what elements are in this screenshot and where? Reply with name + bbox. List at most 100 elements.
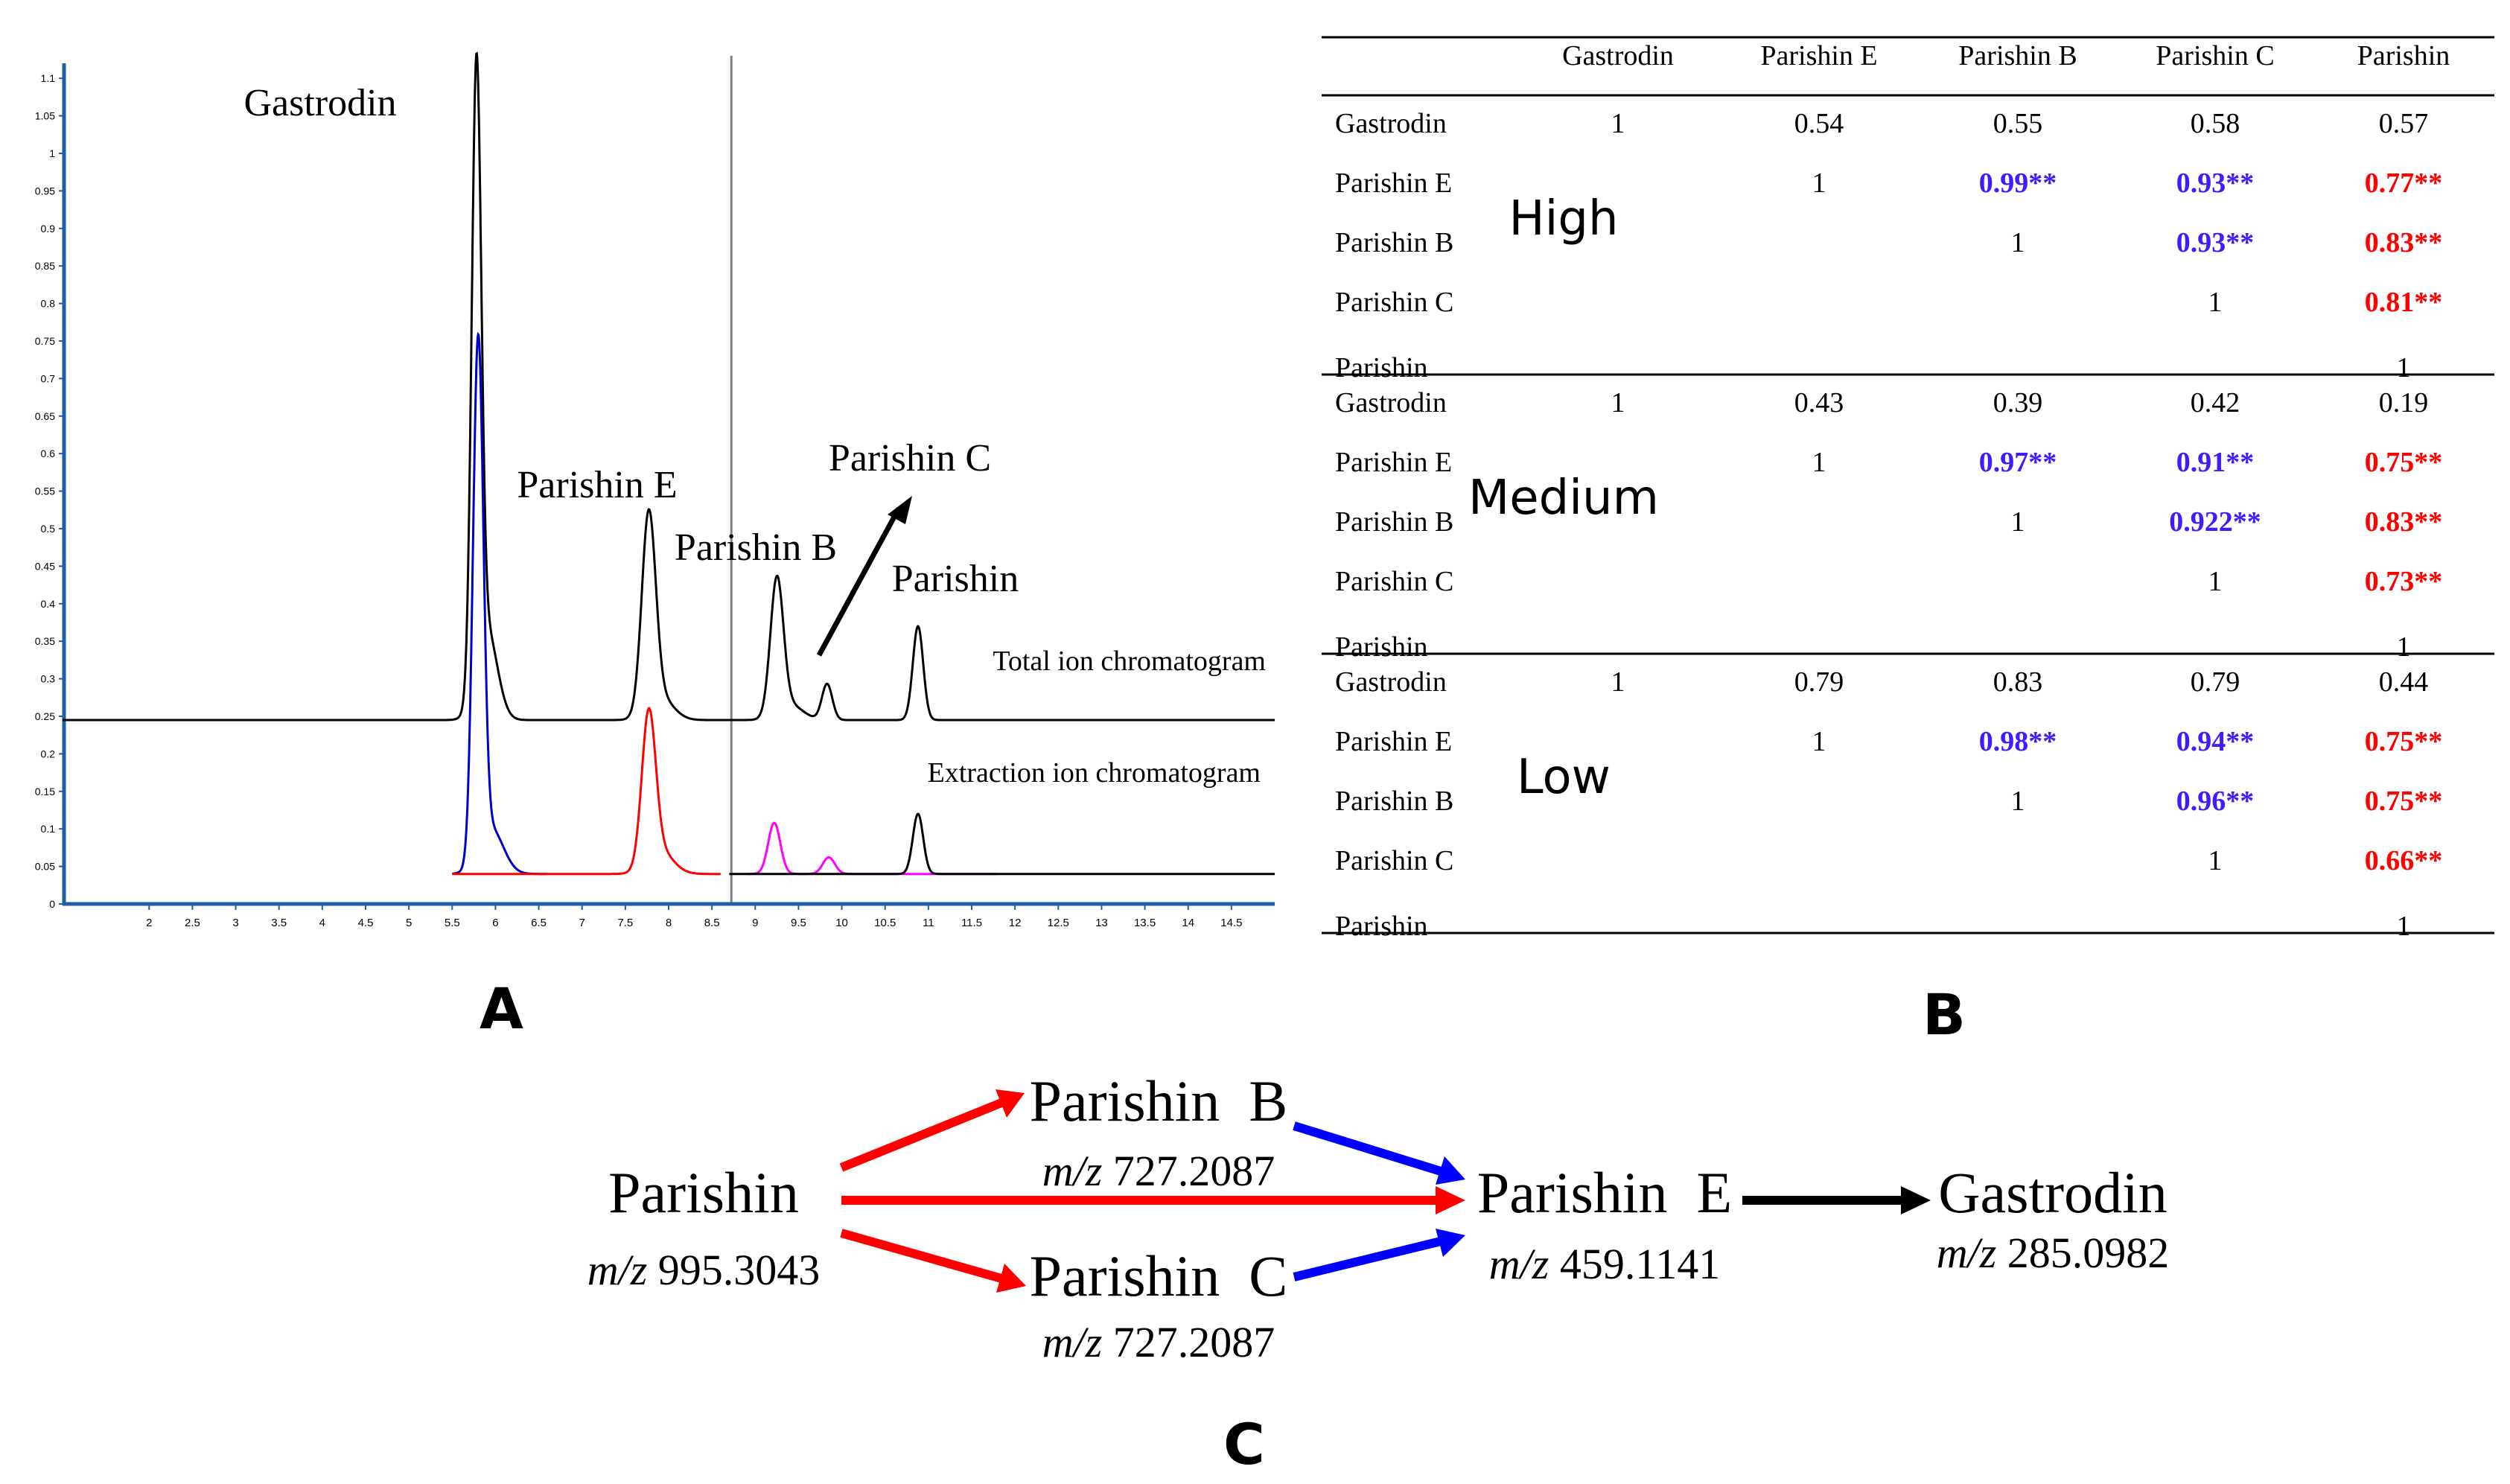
x-tick-label: 6 [492,917,498,929]
x-tick-label: 11 [923,917,934,929]
y-tick-label: 0.55 [35,485,55,497]
arrowhead-c-to-e [1436,1229,1465,1257]
node-parishin-c-mz: m/z 727.2087 [1042,1318,1275,1366]
y-tick-label: 0.6 [41,448,56,459]
table-cell: 0.75** [2365,786,2443,817]
table-row-label: Parishin C [1335,287,1453,318]
arrowhead-parishin-to-c [996,1264,1026,1293]
x-tick-label: 14.5 [1220,917,1242,929]
arrow-b-to-e [1293,1121,1442,1176]
table-cell: 0.99** [1979,168,2057,199]
y-tick-label: 0 [49,898,55,910]
table-cell: 1 [1812,726,1826,757]
y-tick-label: 0.05 [35,861,55,873]
arrowhead-b-to-e [1436,1156,1465,1185]
y-tick-label: 0.2 [41,748,56,759]
x-tick-label: 9.5 [791,917,806,929]
mz-label: m/z [1937,1229,1997,1277]
peak-label-parishin: Parishin [892,558,1019,600]
table-cell: 0.39 [1993,387,2043,418]
chrom-vline [730,56,733,904]
table-cell: 0.44 [2379,666,2429,698]
x-tick-label: 5 [406,917,412,929]
y-tick-label: 1 [49,147,55,159]
table-cell: 0.73** [2365,566,2443,597]
table-cell: 1 [2208,287,2223,318]
table-cell: 0.58 [2191,108,2240,139]
eic-label: Extraction ion chromatogram [928,757,1261,789]
table-row-label: Parishin E [1335,168,1452,199]
table-cell: 0.96** [2176,786,2255,817]
y-tick-label: 0.1 [41,823,56,835]
parishin-c-pointer-arrow [816,507,902,657]
table-cell: 0.93** [2176,227,2255,258]
table-cell: 0.75** [2365,726,2443,757]
x-tick-label: 7 [579,917,585,929]
table-cell: 0.83 [1993,666,2043,698]
table-cell: 1 [2011,227,2025,258]
table-cell: 1 [2397,352,2411,383]
table-row-label: Gastrodin [1335,666,1447,698]
peak-label-parishin-c: Parishin C [829,437,991,480]
table-cell: 0.91** [2176,447,2255,478]
x-tick-label: 13 [1095,917,1108,929]
table-cell: 0.55 [1993,108,2043,139]
x-tick-label: 5.5 [445,917,460,929]
table-cell: 0.94** [2176,726,2255,757]
mz-value: 995.3043 [658,1246,821,1294]
table-row-label: Parishin E [1335,726,1452,757]
table-cell: 1 [1812,168,1826,199]
table-cell: 1 [1611,666,1625,698]
x-tick-label: 10.5 [874,917,896,929]
table-row-label: Parishin E [1335,447,1452,478]
arrow-c-to-e [1293,1237,1442,1281]
table-cell: 1 [2208,566,2223,597]
table-column-header: Parishin E [1760,40,1877,71]
group-label: Low [1517,750,1611,805]
y-tick-label: 0.65 [35,410,55,422]
mz-value: 459.1141 [1560,1240,1720,1288]
table-row-label: Parishin C [1335,845,1453,876]
panel-label-a: A [480,975,523,1042]
arrow-parishin-to-b [839,1098,1004,1172]
table-column-header: Parishin [2357,40,2450,71]
panel-label-c: C [1223,1411,1265,1477]
table-cell: 0.83** [2365,506,2443,538]
tic-label: Total ion chromatogram [993,646,1266,677]
y-tick-label: 0.45 [35,560,55,572]
y-tick-label: 0.35 [35,635,55,647]
table-cell: 0.77** [2365,168,2443,199]
node-parishin-b: Parishin B [1030,1069,1288,1133]
table-cell: 0.83** [2365,227,2443,258]
table-row-label: Gastrodin [1335,387,1447,418]
table-cell: 0.19 [2379,387,2429,418]
y-tick-label: 0.3 [41,673,56,685]
table-cell: 0.43 [1794,387,1844,418]
table-column-header: Parishin C [2156,40,2274,71]
node-gastrodin: Gastrodin [1938,1160,2167,1225]
node-parishin-e: Parishin E [1477,1160,1732,1225]
x-tick-label: 14 [1182,917,1194,929]
mz-label: m/z [1489,1240,1549,1288]
y-tick-label: 1.1 [41,72,56,84]
table-cell: 0.97** [1979,447,2057,478]
x-tick-label: 6.5 [531,917,547,929]
x-tick-label: 13.5 [1134,917,1156,929]
table-row-label: Parishin [1335,352,1428,383]
x-tick-label: 3.5 [271,917,287,929]
table-cell: 1 [2011,786,2025,817]
mz-label: m/z [587,1246,648,1294]
table-cell: 0.54 [1794,108,1844,139]
table-row-label: Parishin C [1335,566,1453,597]
table-column-header: Gastrodin [1562,40,1674,71]
panel-label-b: B [1923,981,1966,1048]
table-row-label: Gastrodin [1335,108,1447,139]
y-tick-label: 0.85 [35,260,55,272]
y-tick-label: 0.95 [35,185,55,197]
table-cell: 0.75** [2365,447,2443,478]
x-tick-label: 7.5 [617,917,633,929]
y-tick-label: 1.05 [35,110,55,122]
table-cell: 1 [1812,447,1826,478]
table-column-header: Parishin B [1958,40,2077,71]
x-tick-label: 10 [835,917,848,929]
